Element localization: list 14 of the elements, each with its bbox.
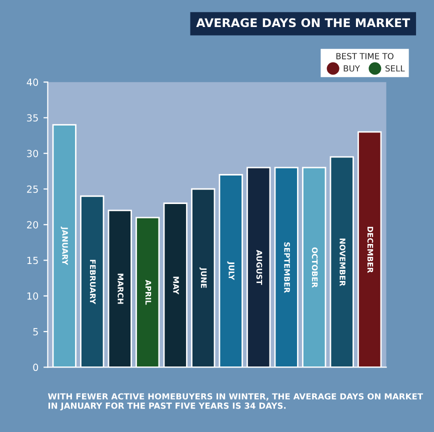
legend-label: BUY bbox=[344, 65, 360, 72]
y-tick-label: 30 bbox=[27, 150, 38, 158]
y-tick-label: 0 bbox=[33, 364, 38, 372]
y-tick-label: 20 bbox=[27, 221, 38, 228]
y-tick-label: 10 bbox=[27, 292, 38, 300]
chart-title: AVERAGE DAYS ON THE MARKET bbox=[196, 18, 410, 28]
y-tick-label: 15 bbox=[27, 256, 38, 264]
legend-label: SELL bbox=[386, 65, 405, 72]
legend-title: BEST TIME TO bbox=[336, 53, 394, 60]
text: WITH FEWER ACTIVE HOMEBUYERS IN WINTER, THE AVERAGE DAYS ON MARKET IN JANUARY FOR THE PAST FIVE YEARS IS 34 DAYS. bbox=[48, 393, 424, 410]
y-tick-label: 5 bbox=[33, 328, 38, 336]
y-tick-label: 35 bbox=[27, 114, 38, 122]
y-tick-label: 40 bbox=[26, 78, 38, 86]
y-tick-label: 25 bbox=[27, 185, 38, 193]
